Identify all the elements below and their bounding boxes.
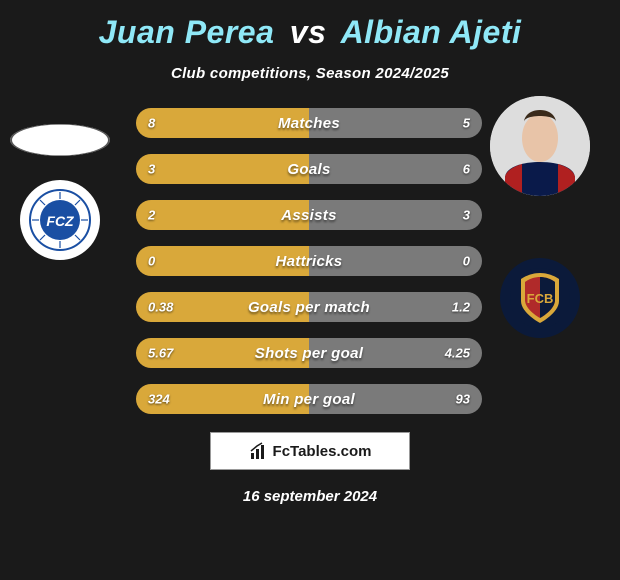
stat-value-right: 1.2 xyxy=(452,300,470,315)
stat-value-right: 6 xyxy=(463,162,470,177)
stat-row: 2 Assists 3 xyxy=(136,200,482,230)
stat-label: Goals xyxy=(287,161,330,178)
stat-value-right: 3 xyxy=(463,208,470,223)
subtitle: Club competitions, Season 2024/2025 xyxy=(0,65,620,82)
watermark: FcTables.com xyxy=(210,432,410,470)
stat-value-left: 0 xyxy=(148,254,155,269)
stat-value-right: 0 xyxy=(463,254,470,269)
stat-label: Matches xyxy=(278,115,340,132)
stat-label: Min per goal xyxy=(263,391,355,408)
title-player2: Albian Ajeti xyxy=(341,14,522,50)
stat-label: Goals per match xyxy=(248,299,370,316)
stat-value-left: 5.67 xyxy=(148,346,173,361)
player1-avatar xyxy=(10,124,110,156)
stat-row: 0.38 Goals per match 1.2 xyxy=(136,292,482,322)
stat-row: 324 Min per goal 93 xyxy=(136,384,482,414)
stat-row: 8 Matches 5 xyxy=(136,108,482,138)
page-title: Juan Perea vs Albian Ajeti xyxy=(0,0,620,51)
stat-value-left: 2 xyxy=(148,208,155,223)
stat-value-left: 0.38 xyxy=(148,300,173,315)
stat-rows: 8 Matches 5 3 Goals 6 2 Assists 3 0 Hattricks 0 0.38… xyxy=(136,108,482,414)
stat-label: Hattricks xyxy=(276,253,343,270)
comparison-content: FCZ FCB 8 Matches 5 3 Goals 6 2 Assists 3 0 Hattri… xyxy=(0,108,620,505)
stat-row: 0 Hattricks 0 xyxy=(136,246,482,276)
stat-value-right: 93 xyxy=(456,392,470,407)
stat-label: Shots per goal xyxy=(255,345,363,362)
title-vs: vs xyxy=(290,14,327,50)
player2-avatar xyxy=(490,96,590,196)
stat-row: 3 Goals 6 xyxy=(136,154,482,184)
stat-value-left: 8 xyxy=(148,116,155,131)
title-player1: Juan Perea xyxy=(99,14,275,50)
stat-value-right: 5 xyxy=(463,116,470,131)
watermark-text: FcTables.com xyxy=(273,443,372,460)
svg-text:FCB: FCB xyxy=(527,291,554,306)
svg-text:FCZ: FCZ xyxy=(46,213,74,229)
date-label: 16 september 2024 xyxy=(0,488,620,505)
stat-value-left: 324 xyxy=(148,392,170,407)
player2-club-badge: FCB xyxy=(500,258,580,338)
stat-label: Assists xyxy=(281,207,336,224)
stat-value-right: 4.25 xyxy=(445,346,470,361)
stat-row: 5.67 Shots per goal 4.25 xyxy=(136,338,482,368)
player1-club-badge: FCZ xyxy=(20,180,100,260)
chart-icon xyxy=(249,441,269,461)
stat-value-left: 3 xyxy=(148,162,155,177)
